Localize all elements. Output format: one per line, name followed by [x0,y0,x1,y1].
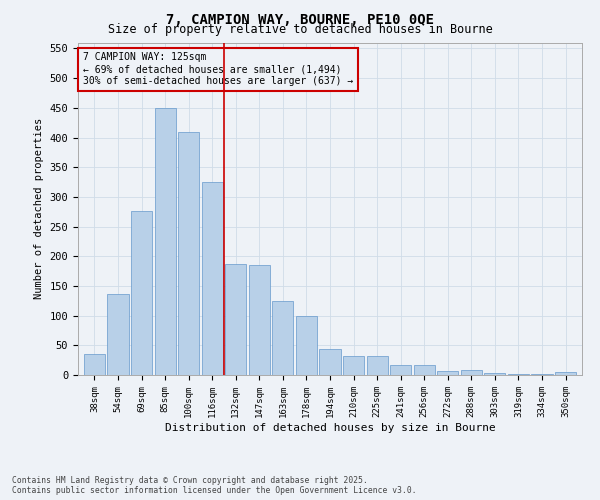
Text: Contains HM Land Registry data © Crown copyright and database right 2025.
Contai: Contains HM Land Registry data © Crown c… [12,476,416,495]
Bar [484,373,505,375]
Bar [131,211,152,375]
Bar [555,372,576,375]
Bar [107,294,128,375]
Bar [296,316,317,375]
Bar [225,264,247,375]
Bar [390,365,411,375]
Bar [343,356,364,375]
Bar [202,182,223,375]
Bar [367,356,388,375]
Bar [532,374,553,375]
Bar [155,108,176,375]
Bar [437,371,458,375]
Text: Size of property relative to detached houses in Bourne: Size of property relative to detached ho… [107,22,493,36]
Y-axis label: Number of detached properties: Number of detached properties [34,118,44,300]
Text: 7 CAMPION WAY: 125sqm
← 69% of detached houses are smaller (1,494)
30% of semi-d: 7 CAMPION WAY: 125sqm ← 69% of detached … [83,52,353,86]
Bar [319,349,341,375]
Bar [178,132,199,375]
Text: 7, CAMPION WAY, BOURNE, PE10 0QE: 7, CAMPION WAY, BOURNE, PE10 0QE [166,12,434,26]
Bar [84,354,105,375]
Bar [508,374,529,375]
Bar [413,365,435,375]
Bar [272,301,293,375]
Bar [461,370,482,375]
Bar [249,265,270,375]
X-axis label: Distribution of detached houses by size in Bourne: Distribution of detached houses by size … [164,422,496,432]
